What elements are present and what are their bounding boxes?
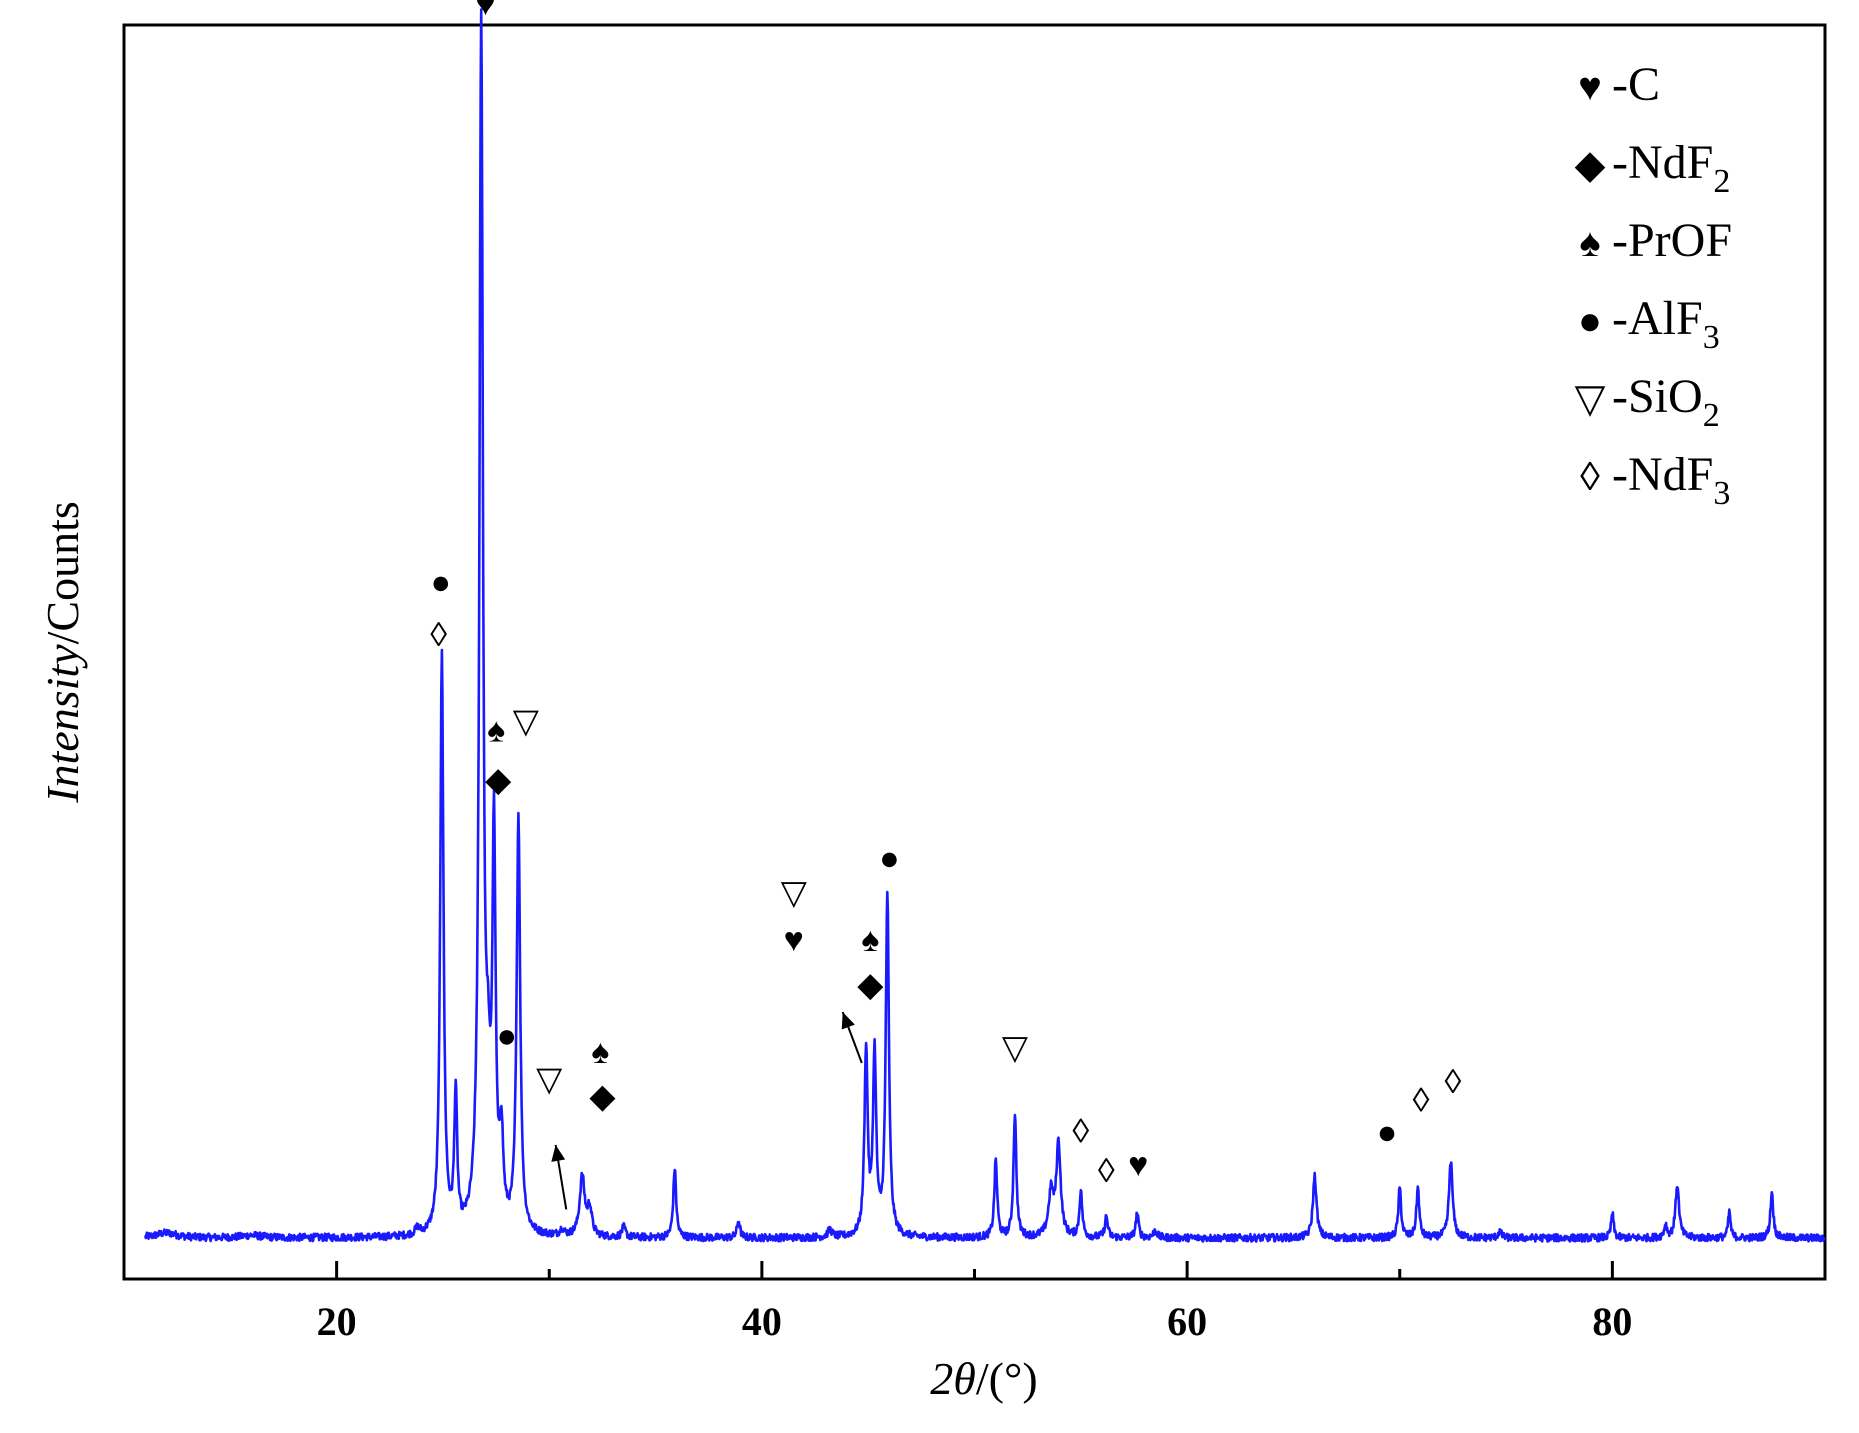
x-axis-title-italic: 2θ (930, 1353, 976, 1404)
peak-marker: ♥ (1128, 1147, 1148, 1184)
peak-marker: ♥ (784, 922, 804, 959)
y-axis-title-unit: /Counts (37, 501, 88, 644)
legend-label: -NdF3 (1612, 448, 1730, 512)
legend-symbol: ▽ (1575, 376, 1606, 421)
peak-marker: ▽ (513, 704, 540, 741)
y-axis-title-italic: Intensity (37, 644, 88, 804)
arrow-head (551, 1144, 566, 1162)
peak-marker: ▽ (781, 875, 808, 912)
peak-marker: ● (1377, 1115, 1398, 1152)
legend-symbol: ♠ (1579, 220, 1600, 265)
legend-label-subscript: 3 (1703, 319, 1720, 356)
x-tick-label: 20 (317, 1299, 357, 1344)
legend-symbol: ◊ (1580, 454, 1600, 499)
peak-marker: ▽ (536, 1061, 563, 1098)
peak-marker: ◊ (1445, 1064, 1462, 1101)
plot-frame (122, 23, 1827, 1281)
peak-marker: ◊ (1072, 1113, 1089, 1150)
legend-label-subscript: 2 (1713, 163, 1730, 200)
x-tick-label: 40 (742, 1299, 782, 1344)
peak-marker: ◆ (589, 1079, 616, 1116)
legend-symbol: ♥ (1578, 64, 1602, 109)
peak-marker: ● (879, 840, 900, 877)
peak-marker: ◊ (1413, 1082, 1430, 1119)
peak-marker: ◊ (1098, 1153, 1115, 1190)
peak-marker: ♠ (861, 922, 879, 959)
legend-label: -NdF2 (1612, 136, 1730, 200)
peak-marker: ◆ (857, 967, 884, 1004)
legend-label-subscript: 3 (1713, 475, 1730, 512)
peak-markers: ♥●◊♠ ▽◆● ♠◆▽▽♥ ♠◆●▽◊◊ ♥●◊◊ (430, 0, 1461, 1190)
annotation-arrows (551, 1011, 863, 1210)
x-axis-title-unit: /(°) (976, 1353, 1038, 1404)
peak-marker: ◊ (430, 617, 447, 654)
xrd-pattern-line (144, 8, 1826, 1243)
legend-symbol: ◆ (1575, 142, 1606, 187)
x-tick-label: 80 (1592, 1299, 1632, 1344)
x-tick-label: 60 (1167, 1299, 1207, 1344)
peak-marker: ♥ (475, 0, 495, 23)
peak-marker: ▽ (1002, 1030, 1029, 1067)
legend-label: -SiO2 (1612, 370, 1720, 434)
peak-marker: ● (431, 565, 452, 602)
legend-label-subscript: 2 (1703, 397, 1720, 434)
legend: ♥ -C◆ -NdF2 ♠ -PrOF● -AlF3▽ -SiO2 ◊ -NdF3 (1575, 58, 1732, 512)
x-axis-tick-labels: 20 40 60 80 (317, 1299, 1633, 1344)
legend-label: -PrOF (1612, 214, 1732, 267)
x-axis-title: 2θ/(°) (930, 1353, 1037, 1404)
legend-symbol: ● (1578, 298, 1602, 343)
peak-marker: ♠ (487, 712, 505, 749)
peak-marker: ● (496, 1018, 517, 1055)
arrow-head (841, 1012, 855, 1030)
peak-marker: ♠ (591, 1034, 609, 1071)
y-axis-title: Intensity/Counts (37, 501, 88, 804)
legend-label: -AlF3 (1612, 292, 1720, 356)
peak-marker: ◆ (485, 762, 512, 799)
x-axis-ticks (335, 1261, 1614, 1279)
legend-label: -C (1612, 58, 1660, 111)
